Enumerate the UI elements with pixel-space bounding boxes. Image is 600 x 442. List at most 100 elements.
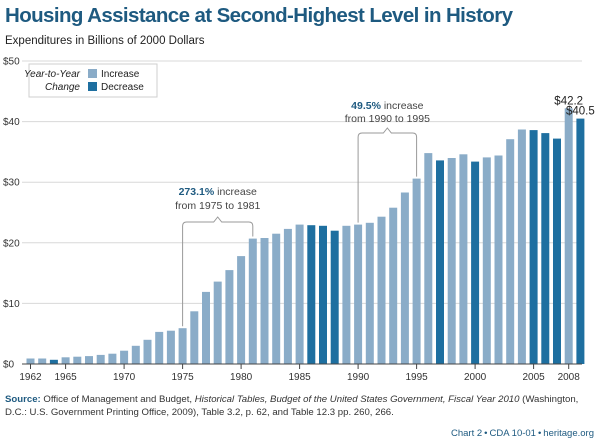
bar-1980 xyxy=(237,256,246,364)
bar-2000 xyxy=(471,161,480,364)
footer-bullet-2: • xyxy=(537,428,542,439)
annotation-bracket-1975-1981 xyxy=(182,216,254,327)
annotation-1990-1995: 49.5% increase from 1990 to 1995 xyxy=(345,100,430,223)
bar-1993 xyxy=(389,207,398,364)
footer-code: CDA 10-01 xyxy=(489,428,536,439)
footer: Chart 2 • CDA 10-01 • heritage.org xyxy=(451,428,594,439)
legend-title-line1: Year-to-Year xyxy=(24,69,81,80)
bar-1972 xyxy=(143,339,152,364)
bar-2003 xyxy=(506,139,515,364)
chart-subtitle: Expenditures in Billions of 2000 Dollars xyxy=(5,35,205,47)
x-tick-label: 2005 xyxy=(522,372,545,383)
source-note: Source: Office of Management and Budget,… xyxy=(5,394,595,419)
value-label-2008: $42.2 xyxy=(554,95,583,107)
x-axis: 1962 1965 1970 1975 1980 1985 1990 1995 2000 2005… xyxy=(19,363,582,383)
legend-title-line2: Change xyxy=(45,82,80,93)
bar-1974 xyxy=(166,330,175,364)
bar-1981 xyxy=(248,238,257,364)
legend-increase-label: Increase xyxy=(101,69,140,80)
bar-1963 xyxy=(38,358,47,364)
value-labels: $42.2$40.5 xyxy=(554,95,594,117)
annotation-bracket-1990-1995 xyxy=(357,127,418,223)
footer-bullet: • xyxy=(484,428,488,439)
bar-1994 xyxy=(400,192,409,364)
bar-2002 xyxy=(494,155,503,364)
bar-1986 xyxy=(307,225,316,364)
y-tick-label: $50 xyxy=(3,57,20,68)
bar-1987 xyxy=(319,225,327,364)
bar-1996 xyxy=(424,153,433,364)
x-tick-label: 1995 xyxy=(405,372,428,383)
bar-1991 xyxy=(365,222,374,364)
x-tick-label: 2000 xyxy=(464,372,487,383)
bar-1982 xyxy=(260,238,269,364)
bar-1966 xyxy=(73,356,82,364)
bar-1965 xyxy=(61,357,70,364)
bar-1990 xyxy=(354,224,363,364)
x-tick-label: 1985 xyxy=(288,372,311,383)
bar-1967 xyxy=(85,356,93,364)
bar-1979 xyxy=(225,270,234,364)
annotation-text-1975-1981-line1: 273.1% increase xyxy=(179,186,257,198)
bar-chart: $0$10$20$30$40$50 1962 1965 1970 1975 1980 19… xyxy=(3,57,595,384)
bar-2001 xyxy=(482,157,491,364)
x-tick-label: 1970 xyxy=(113,372,136,383)
x-tick-label: 1980 xyxy=(230,372,253,383)
bar-1975 xyxy=(178,328,187,364)
legend-decrease-swatch xyxy=(88,82,97,91)
bar-1978 xyxy=(213,281,222,364)
bars xyxy=(26,108,585,364)
y-tick-label: $40 xyxy=(3,117,20,128)
bar-1985 xyxy=(295,224,304,364)
bar-1973 xyxy=(155,331,164,364)
bar-1997 xyxy=(436,160,444,364)
source-label: Source: xyxy=(5,394,41,405)
bar-1970 xyxy=(120,350,129,364)
x-tick-label: 1962 xyxy=(19,372,42,383)
bar-1976 xyxy=(190,311,199,364)
bar-1984 xyxy=(283,228,292,364)
footer-chart: Chart 2 xyxy=(451,428,483,439)
legend-decrease-label: Decrease xyxy=(101,82,144,93)
x-tick-label: 1975 xyxy=(171,372,194,383)
bar-2009 xyxy=(576,118,585,364)
bar-1968 xyxy=(96,354,105,364)
bar-2007 xyxy=(553,138,561,364)
x-tick-label: 2008 xyxy=(558,372,581,383)
bar-2005 xyxy=(529,130,538,364)
bar-1983 xyxy=(272,233,281,364)
bar-2006 xyxy=(541,133,550,364)
bar-2004 xyxy=(517,129,526,364)
annotation-text-1990-1995-line1: 49.5% increase xyxy=(351,100,424,112)
source-text-a: Office of Management and Budget, xyxy=(40,394,195,405)
annotation-text-1975-1981-line2: from 1975 to 1981 xyxy=(175,200,260,212)
legend: Year-to-Year Change Increase Decrease xyxy=(24,63,158,98)
bar-2008 xyxy=(564,108,573,364)
bar-1962 xyxy=(26,358,35,364)
y-tick-label: $10 xyxy=(3,299,20,310)
bar-1995 xyxy=(412,178,421,364)
x-tick-label: 1965 xyxy=(54,372,77,383)
y-tick-label: $30 xyxy=(3,178,20,189)
source-text-c: (Washington, D.C.: U.S. Government Print… xyxy=(5,394,579,418)
source-text-title: Historical Tables, Budget of the United … xyxy=(194,394,520,405)
annotation-1975-1981: 273.1% increase from 1975 to 1981 xyxy=(175,186,260,327)
bar-1989 xyxy=(342,225,351,364)
bar-1971 xyxy=(131,345,140,364)
x-tick-label: 1990 xyxy=(347,372,370,383)
y-axis-ticks: $0 $10 $20 $30 $40 $50 xyxy=(3,57,20,371)
bar-1977 xyxy=(202,291,210,364)
bar-1964 xyxy=(49,359,58,364)
chart-title: Housing Assistance at Second-Highest Lev… xyxy=(5,4,513,27)
bar-1988 xyxy=(330,230,339,364)
bar-1999 xyxy=(459,154,468,364)
footer-site: heritage.org xyxy=(543,428,594,439)
y-tick-label: $20 xyxy=(3,238,20,249)
bar-1998 xyxy=(447,158,456,364)
y-tick-label: $0 xyxy=(3,360,15,371)
bar-1992 xyxy=(377,216,386,364)
value-label-2009: $40.5 xyxy=(566,106,595,118)
legend-increase-swatch xyxy=(88,69,97,78)
annotation-text-1990-1995-line2: from 1990 to 1995 xyxy=(345,113,430,125)
